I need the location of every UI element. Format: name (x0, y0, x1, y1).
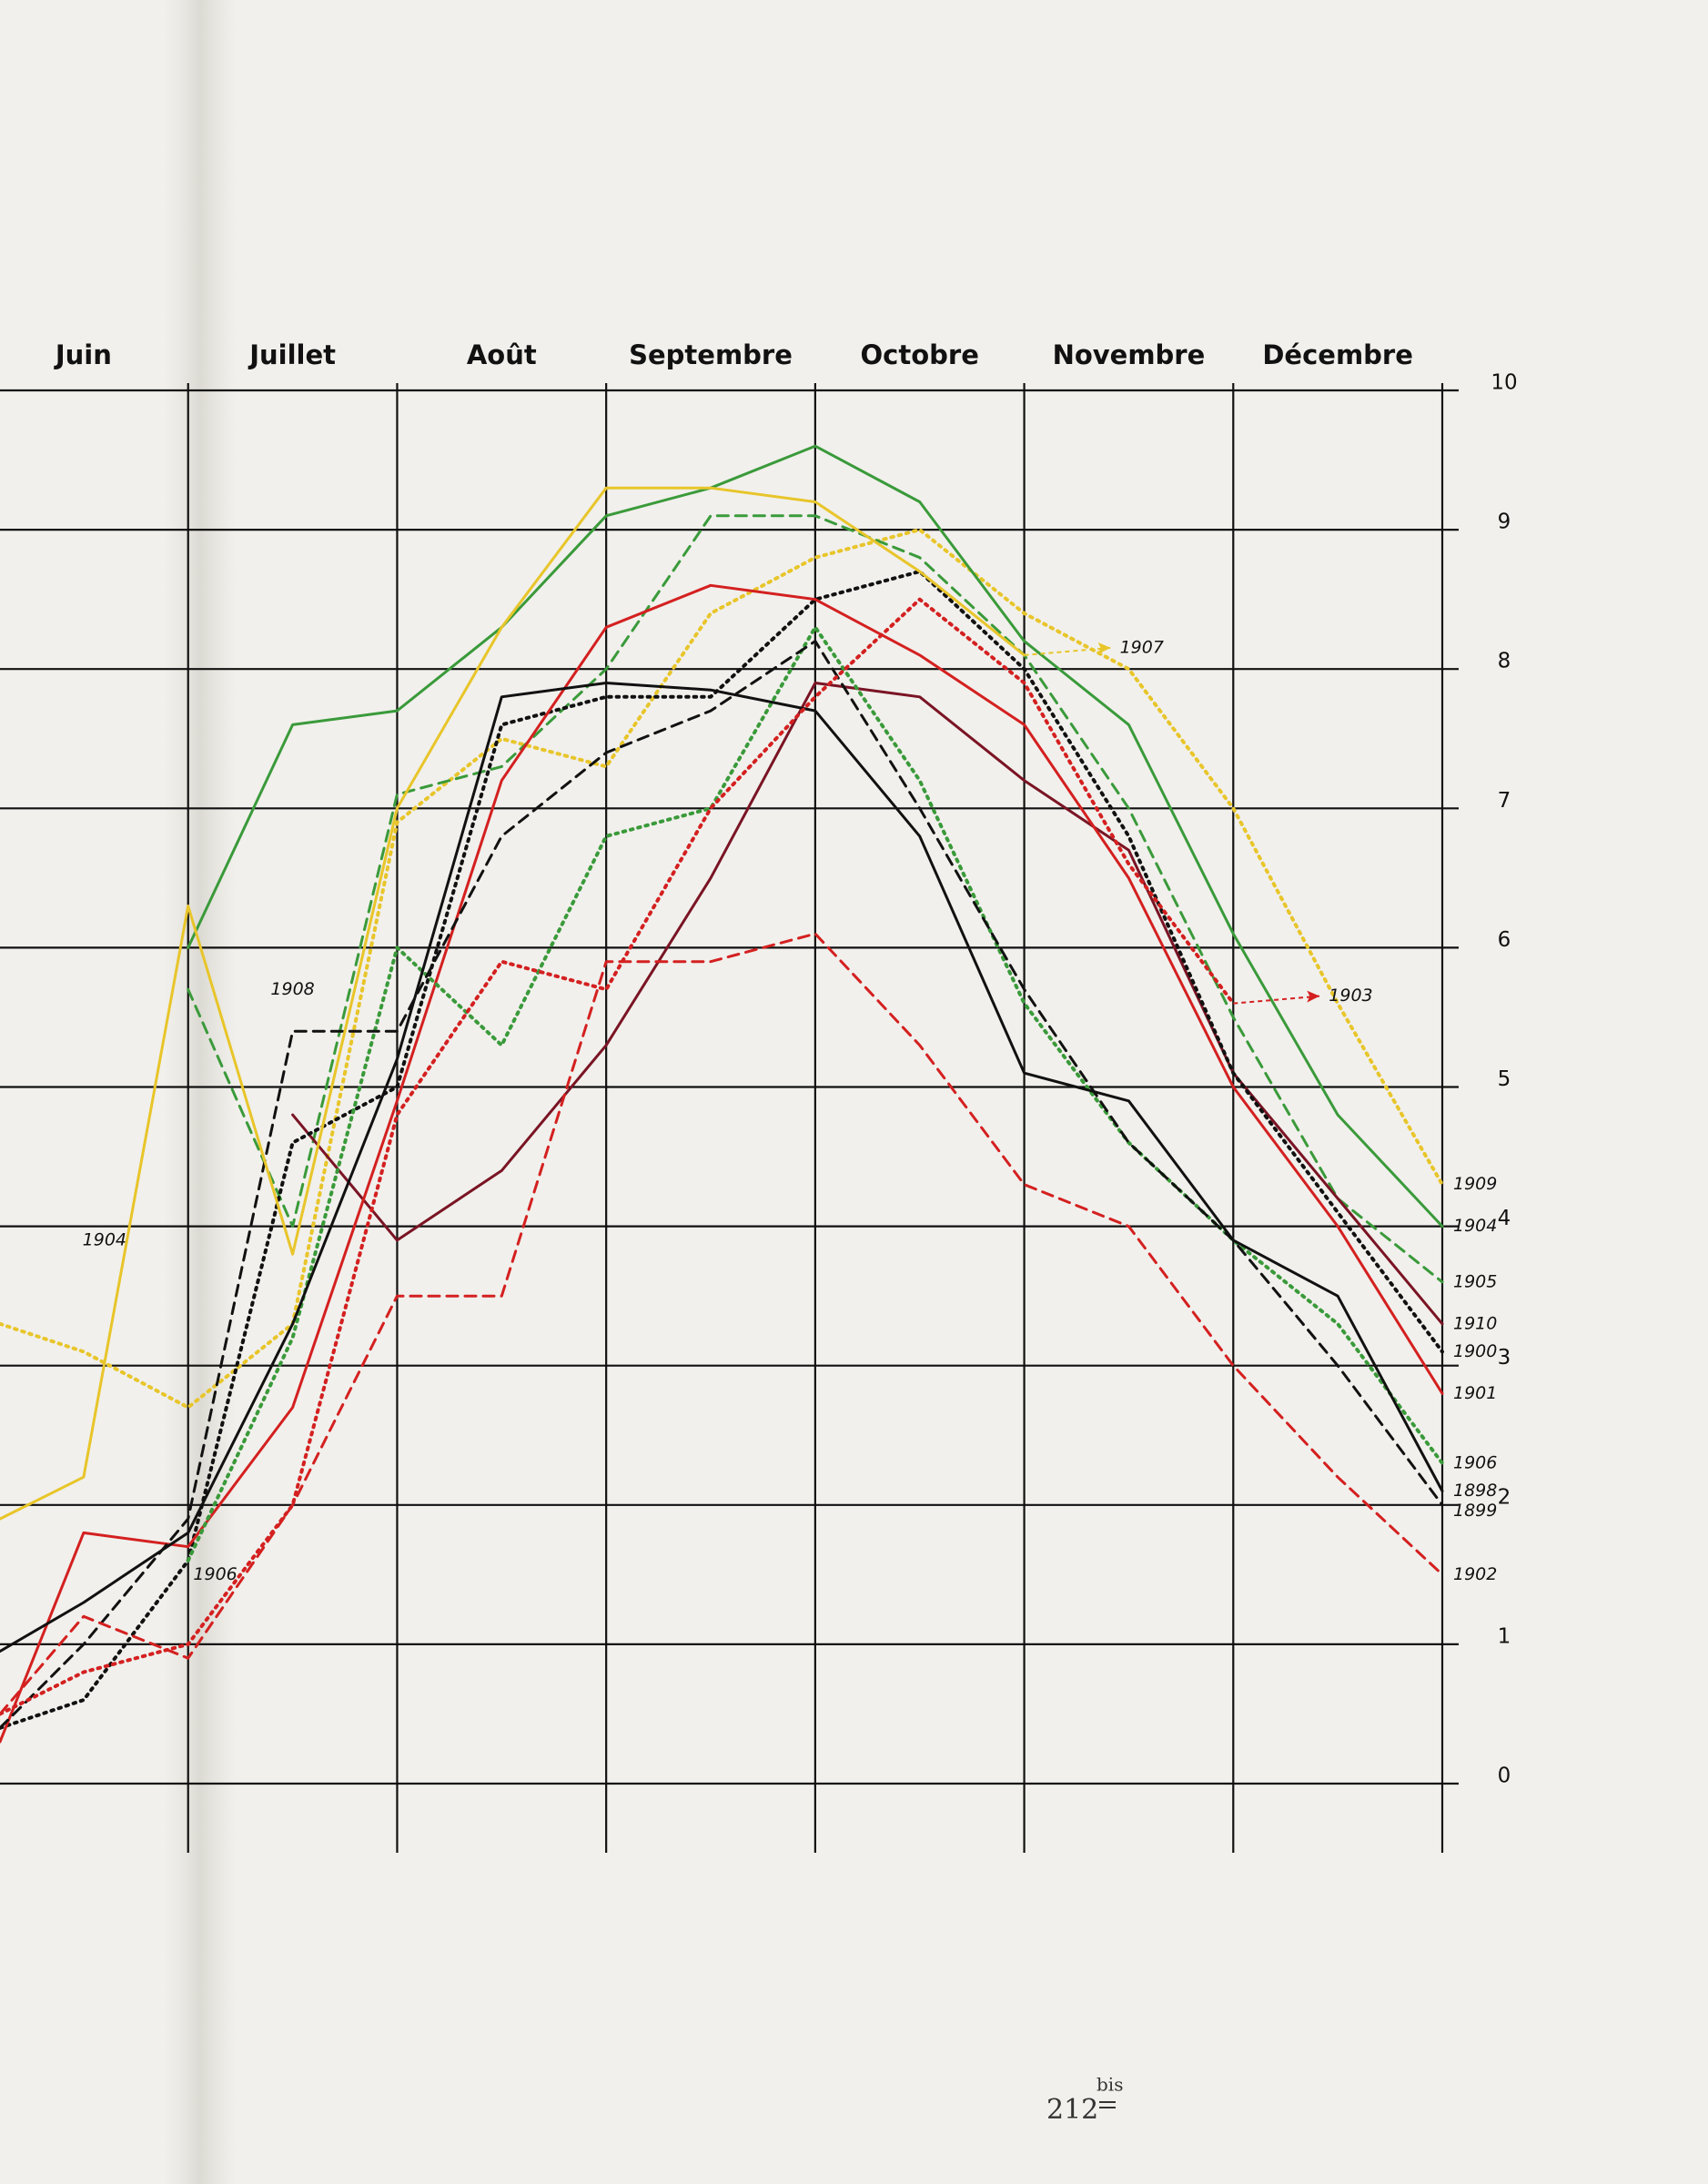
x-tick-label: Novembre (1053, 339, 1206, 370)
series-line (0, 583, 1444, 1744)
x-tick-label: Juin (54, 339, 112, 370)
y-tick-label: 6 (1498, 928, 1511, 952)
legend-label: 1910 (1453, 1313, 1497, 1333)
legend-label: 1903 (1329, 986, 1372, 1006)
legend-arrowhead (1307, 990, 1320, 1003)
legend-label: 1905 (1453, 1271, 1497, 1291)
y-tick-label: 2 (1498, 1485, 1511, 1509)
legend-label: 1899 (1453, 1501, 1497, 1521)
legend-arrowhead (1097, 642, 1111, 654)
series-line (0, 597, 1236, 1716)
y-tick-label: 9 (1498, 511, 1511, 534)
y-tick-label: 0 (1498, 1764, 1511, 1788)
x-tick-label: Décembre (1262, 339, 1413, 370)
series-line (187, 514, 1444, 1284)
legend-label: 1907 (1120, 637, 1164, 657)
x-tick-label: Octobre (861, 339, 979, 370)
page-suffix: bis (1097, 2074, 1123, 2096)
legend-label: 1909 (1453, 1174, 1497, 1194)
legend-arrow (1024, 646, 1111, 656)
annotation: 1904 (83, 1229, 126, 1249)
annotation: 1906 (193, 1564, 237, 1584)
legend-label: 1904 (1453, 1216, 1497, 1236)
y-tick-label: 5 (1498, 1067, 1511, 1091)
series-line (0, 486, 1026, 1521)
y-tick-label: 3 (1498, 1346, 1511, 1370)
page-number: 212 bis (1046, 2074, 1123, 2127)
series-line (0, 640, 1444, 1730)
series-line (186, 625, 1444, 1562)
legend-label: 1901 (1453, 1383, 1497, 1403)
y-tick-label: 10 (1491, 371, 1517, 395)
annotation: 1908 (270, 979, 314, 999)
series-line (0, 570, 1444, 1730)
series-line (0, 528, 1444, 1410)
series-line (0, 682, 1444, 1653)
legend-label: 1902 (1453, 1564, 1497, 1584)
x-tick-label: Septembre (629, 339, 793, 370)
legend-arrow (1233, 995, 1320, 1005)
y-tick-label: 1 (1498, 1624, 1511, 1648)
book-fold (164, 0, 237, 2184)
x-tick-label: Août (467, 339, 537, 370)
y-tick-label: 4 (1498, 1207, 1511, 1230)
series-line (291, 682, 1444, 1326)
y-tick-label: 8 (1498, 650, 1511, 673)
y-tick-label: 7 (1498, 789, 1511, 813)
legend-label: 1898 (1453, 1481, 1497, 1501)
series-line (187, 444, 1444, 1228)
page-number-text: 212 (1046, 2094, 1098, 2126)
series-line (0, 932, 1444, 1715)
legend-label: 1906 (1453, 1452, 1497, 1472)
legend-label: 1900 (1453, 1341, 1497, 1361)
x-tick-label: Juillet (248, 339, 336, 370)
